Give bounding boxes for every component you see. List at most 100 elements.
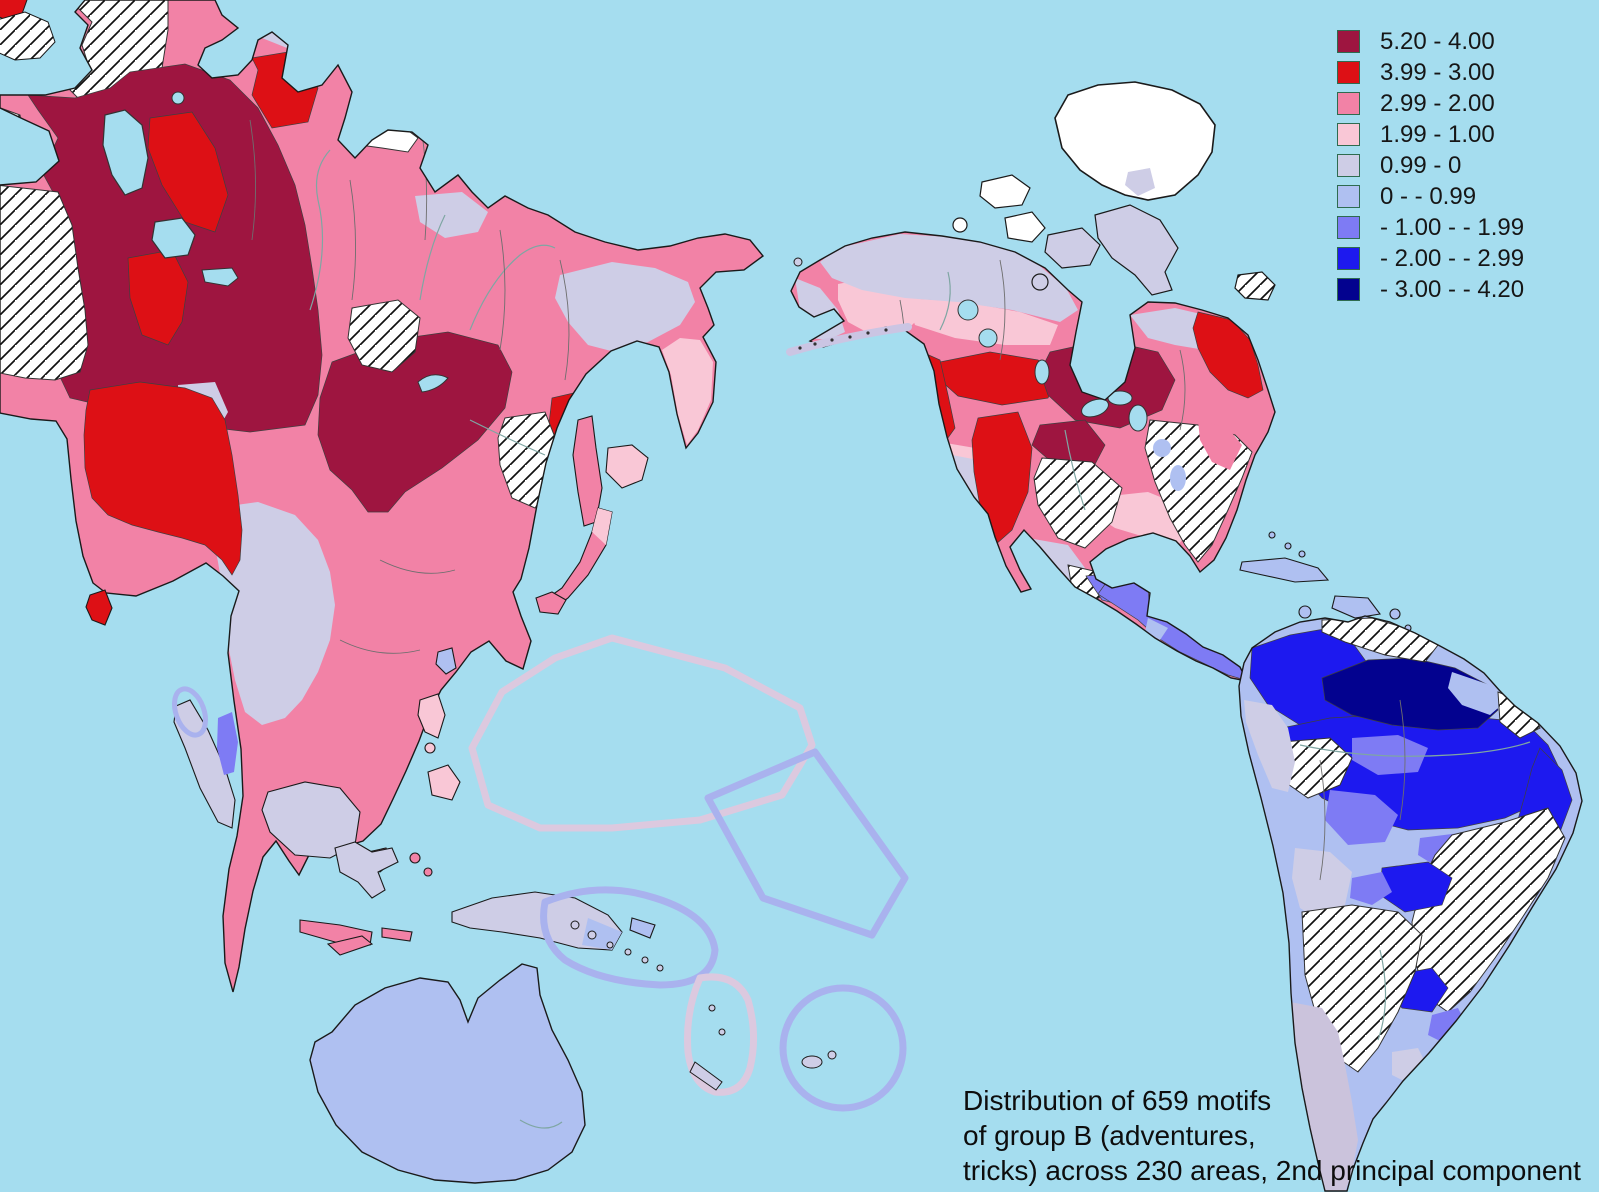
legend-label: 3.99 - 3.00 — [1380, 58, 1495, 86]
region-ne-siberia-lavender — [555, 262, 695, 352]
legend: 5.20 - 4.00 3.99 - 3.00 2.99 - 2.00 1.99 - … — [1337, 27, 1525, 309]
region-altai-nodata — [347, 299, 421, 373]
outline-micronesia-area — [468, 634, 816, 832]
legend-label: 0 - - 0.99 — [1380, 182, 1477, 210]
island-honshu-north — [592, 508, 612, 545]
region-patagonia-pale — [1290, 1002, 1358, 1191]
region-east-lake-periwinkle-2 — [1170, 465, 1186, 491]
legend-item-3: 1.99 - 1.00 — [1337, 122, 1524, 146]
legend-swatch — [1337, 185, 1360, 208]
island-arctic-white-2 — [1004, 211, 1046, 243]
lake-michigan — [1128, 404, 1148, 432]
island-jamaica — [1298, 605, 1312, 619]
legend-label: 5.20 - 4.00 — [1380, 27, 1495, 55]
region-taimyr-lavender — [415, 192, 488, 238]
caspian-sea — [102, 109, 149, 196]
region-center-south-lavender — [1292, 848, 1352, 922]
legend-label: - 1.00 - - 1.99 — [1380, 213, 1525, 241]
legend-label: - 3.00 - - 4.20 — [1380, 275, 1525, 303]
region-mongolia-darkred — [317, 331, 513, 513]
legend-swatch — [1337, 154, 1360, 177]
island-sulawesi — [334, 841, 399, 899]
region-volga-red — [147, 111, 229, 233]
outline-fiji-area — [779, 984, 907, 1112]
outline-vanuatu-area — [684, 973, 758, 1096]
caption-line-1: Distribution of 659 motifs — [963, 1085, 1272, 1116]
legend-label: 0.99 - 0 — [1380, 151, 1462, 179]
region-kamchatka-lightpink — [662, 338, 713, 445]
lake-ladoga — [171, 91, 185, 105]
region-south-blueviolet-2 — [1350, 872, 1392, 905]
legend-item-2: 2.99 - 2.00 — [1337, 89, 1524, 117]
legend-item-8: - 3.00 - - 4.20 — [1337, 275, 1525, 303]
rivers-north-america — [939, 271, 1086, 511]
legend-item-1: 3.99 - 3.00 — [1337, 58, 1524, 86]
region-anatolia-arabia-nodata — [0, 184, 89, 381]
region-east-coast-pink — [1198, 420, 1242, 470]
legend-item-7: - 2.00 - - 2.99 — [1337, 244, 1525, 272]
arctic-islands — [952, 81, 1276, 301]
island-luzon — [417, 693, 446, 739]
legend-item-4: 0.99 - 0 — [1337, 151, 1524, 179]
island-southampton-lavender — [1031, 273, 1049, 291]
island-bahamas-3 — [1298, 550, 1306, 558]
island-victoria-lavender — [1044, 227, 1101, 269]
legend-swatch — [1337, 216, 1360, 239]
pacific-culture-areas — [468, 634, 909, 1112]
rivers-eurasia — [309, 149, 556, 456]
great-slave-lake — [978, 328, 998, 348]
lake-balkhash — [201, 267, 239, 287]
continent-australia — [309, 963, 586, 1184]
lake-winnipeg — [1034, 359, 1050, 385]
legend-item-5: 0 - - 0.99 — [1337, 182, 1524, 210]
caption-line-3: tricks) across 230 areas, 2nd principal … — [963, 1155, 1581, 1186]
legend-swatch — [1337, 123, 1360, 146]
region-indochina-lavender — [212, 502, 335, 725]
region-guiana-periwinkle — [1448, 672, 1505, 715]
island-visayas — [424, 742, 436, 754]
island-kyushu — [535, 591, 567, 615]
outline-aleutian-area — [786, 323, 912, 356]
island-new-guinea-east-tip — [582, 918, 622, 950]
island-arctic-white-3 — [952, 217, 968, 233]
island-baffin-lavender — [1094, 204, 1179, 296]
island-lesser-sunda — [381, 927, 413, 942]
river-murray — [519, 1119, 563, 1129]
rivers-south-america — [1299, 741, 1531, 1041]
island-taiwan — [435, 647, 457, 675]
legend-swatch — [1337, 247, 1360, 270]
aral-sea — [151, 217, 196, 259]
island-fiji-main — [801, 1055, 823, 1069]
island-mindanao — [427, 764, 461, 801]
island-sri-lanka — [85, 589, 113, 626]
lake-baikal — [417, 374, 449, 393]
island-puerto-rico — [1389, 608, 1401, 620]
legend-swatch — [1337, 61, 1360, 84]
region-mid-amazon-blueviolet-1 — [1352, 735, 1428, 775]
region-east-lake-periwinkle-1 — [1153, 439, 1171, 457]
island-moluccas-2 — [423, 867, 433, 877]
outline-andaman-area — [171, 686, 209, 738]
island-timor — [326, 935, 374, 956]
legend-item-0: 5.20 - 4.00 — [1337, 27, 1524, 55]
island-cuba — [1239, 557, 1330, 583]
great-bear-lake — [957, 299, 979, 321]
legend-label: 2.99 - 2.00 — [1380, 89, 1495, 117]
aleutian-island-dots — [798, 328, 888, 350]
pacific-small-islands — [570, 257, 837, 1091]
lake-superior — [1081, 398, 1109, 418]
region-mid-amazon-blueviolet-2 — [1325, 790, 1398, 845]
legend-label: - 2.00 - - 2.99 — [1380, 244, 1525, 272]
caption-line-2: of group B (adventures, — [963, 1120, 1256, 1151]
legend-item-6: - 1.00 - - 1.99 — [1337, 213, 1525, 241]
map-caption: Distribution of 659 motifs of group B (ad… — [963, 1083, 1581, 1188]
eurasia-islands — [85, 415, 656, 956]
borders-south-america — [1319, 699, 1406, 881]
island-new-britain — [629, 917, 656, 939]
legend-swatch — [1337, 92, 1360, 115]
region-india-red — [83, 381, 243, 576]
region-peru-coast-lavender — [1244, 700, 1295, 792]
island-st-lawrence — [793, 257, 803, 267]
island-bahamas-2 — [1284, 542, 1292, 550]
